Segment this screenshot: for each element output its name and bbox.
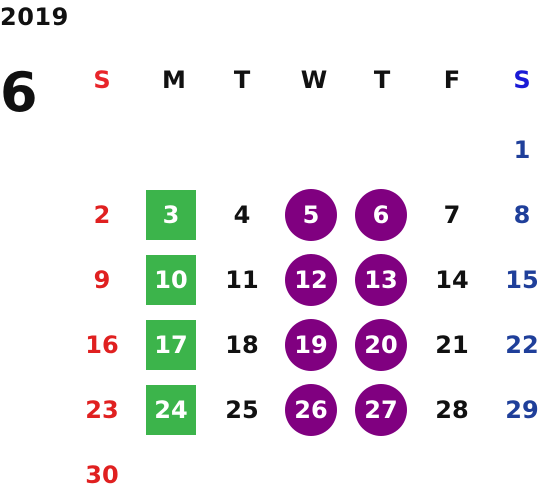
month-number: 6 xyxy=(0,61,38,124)
day-cell[interactable]: 22 xyxy=(505,331,539,359)
day-cell[interactable]: 18 xyxy=(225,331,259,359)
day-cell[interactable]: 2 xyxy=(93,201,111,229)
weekday-thursday: T xyxy=(373,66,391,94)
day-cell[interactable]: 6 xyxy=(355,189,407,241)
weekday-saturday: S xyxy=(513,66,531,94)
day-cell[interactable]: 27 xyxy=(355,384,407,436)
day-cell[interactable]: 7 xyxy=(443,201,461,229)
day-cell[interactable]: 30 xyxy=(85,461,119,489)
day-cell[interactable]: 4 xyxy=(233,201,251,229)
weekday-monday: M xyxy=(162,66,186,94)
day-cell[interactable]: 8 xyxy=(513,201,531,229)
day-cell[interactable]: 24 xyxy=(146,385,196,435)
day-cell[interactable]: 14 xyxy=(435,266,469,294)
day-cell[interactable]: 5 xyxy=(285,189,337,241)
day-cell[interactable]: 10 xyxy=(146,255,196,305)
day-cell[interactable]: 16 xyxy=(85,331,119,359)
day-cell[interactable]: 1 xyxy=(513,136,531,164)
weekday-tuesday: T xyxy=(233,66,251,94)
day-cell[interactable]: 26 xyxy=(285,384,337,436)
weekday-friday: F xyxy=(443,66,461,94)
day-cell[interactable]: 3 xyxy=(146,190,196,240)
day-cell[interactable]: 23 xyxy=(85,396,119,424)
day-cell[interactable]: 25 xyxy=(225,396,259,424)
day-cell[interactable]: 21 xyxy=(435,331,469,359)
weekday-sunday: S xyxy=(93,66,111,94)
day-cell[interactable]: 15 xyxy=(505,266,539,294)
day-cell[interactable]: 28 xyxy=(435,396,469,424)
weekday-wednesday: W xyxy=(300,66,328,94)
day-cell[interactable]: 13 xyxy=(355,254,407,306)
day-cell[interactable]: 9 xyxy=(93,266,111,294)
day-cell[interactable]: 19 xyxy=(285,319,337,371)
day-cell[interactable]: 17 xyxy=(146,320,196,370)
year-label: 2019 xyxy=(0,3,69,31)
day-cell[interactable]: 20 xyxy=(355,319,407,371)
day-cell[interactable]: 12 xyxy=(285,254,337,306)
day-cell[interactable]: 29 xyxy=(505,396,539,424)
day-cell[interactable]: 11 xyxy=(225,266,259,294)
